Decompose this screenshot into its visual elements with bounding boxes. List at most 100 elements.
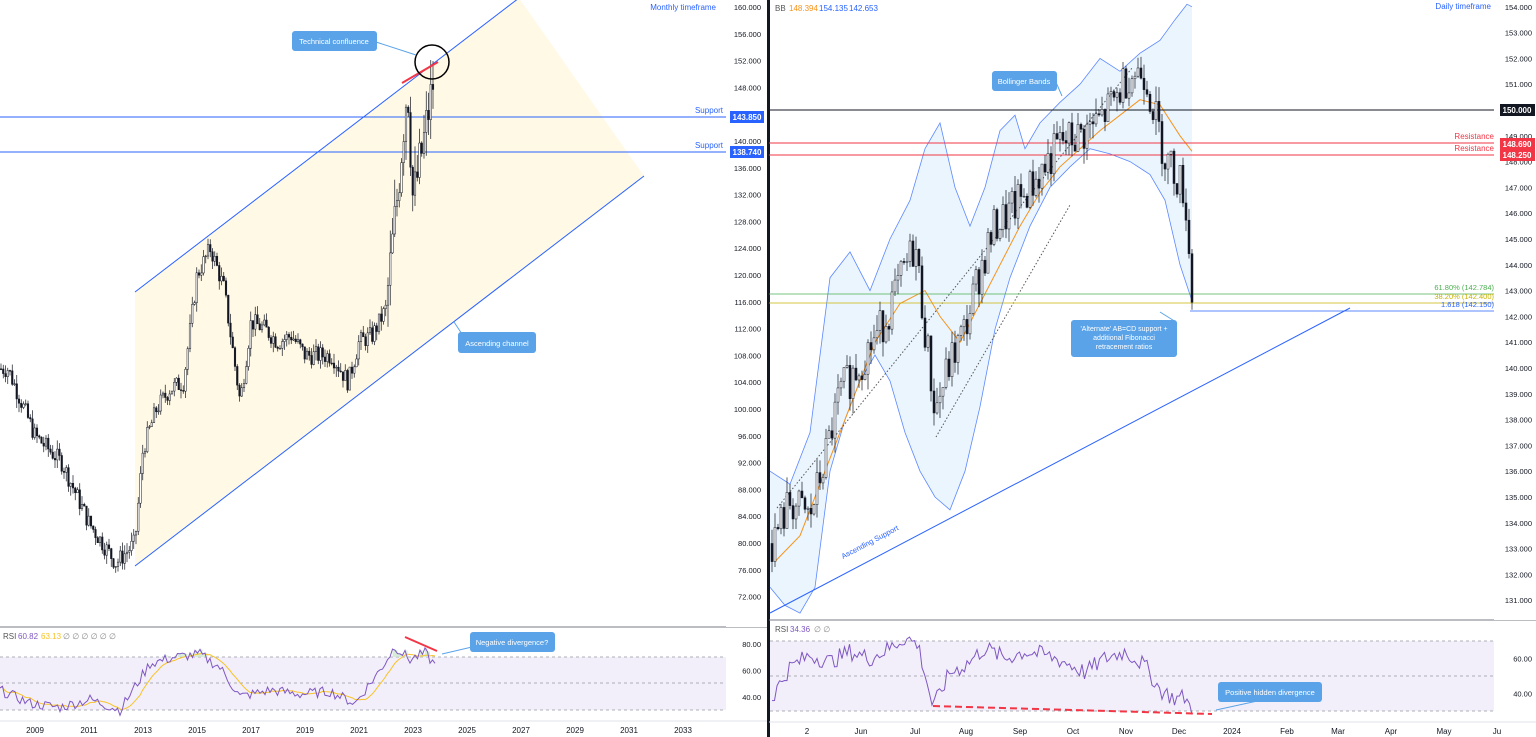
monthly-price-axis[interactable] <box>726 0 768 627</box>
channel-upper-line[interactable] <box>134 0 519 293</box>
daily-candle-body <box>854 367 858 381</box>
ascending-support-line[interactable] <box>769 307 1351 614</box>
daily-candle-body <box>953 342 957 363</box>
daily-candle-body <box>1025 195 1029 208</box>
daily-candle-body <box>881 310 885 343</box>
monthly-time-tick-4: 2017 <box>242 726 260 735</box>
daily-candle-body <box>1178 164 1182 195</box>
monthly-time-tick-1: 2011 <box>80 726 98 735</box>
monthly-time-axis[interactable]: 2009 2011 2013 2015 2017 2019 2021 2023 2025 2027… <box>26 726 692 735</box>
svg-text:60.82: 60.82 <box>18 632 39 641</box>
monthly-candle-body <box>202 256 205 274</box>
fib-618-label: 61.80% (142.784) <box>1434 283 1494 292</box>
daily-price-axis[interactable] <box>1494 0 1536 620</box>
monthly-candle-body <box>58 448 61 456</box>
daily-candle-body <box>1151 111 1155 120</box>
monthly-candle-body <box>112 558 115 568</box>
monthly-candle-body <box>166 397 169 401</box>
monthly-candle-body <box>20 402 23 408</box>
daily-candle-body <box>968 313 972 335</box>
monthly-candle-body <box>139 473 142 504</box>
daily-candle-body <box>1097 113 1101 116</box>
monthly-candle-body <box>94 529 97 538</box>
confluence-circle[interactable] <box>414 44 450 80</box>
monthly-candle-body <box>173 382 176 392</box>
daily-timeframe-label: Daily timeframe <box>1435 2 1491 11</box>
support-label-1: Support <box>695 106 724 115</box>
monthly-candle-body <box>53 458 57 461</box>
monthly-candle-body <box>47 437 50 450</box>
ascending-support-label: Ascending Support <box>840 523 901 561</box>
monthly-candle-body <box>276 346 279 349</box>
svg-text:142.653: 142.653 <box>849 4 878 13</box>
price-divergence-line <box>401 61 439 84</box>
daily-candle-body <box>1052 133 1056 175</box>
svg-text:148.250: 148.250 <box>1503 151 1532 160</box>
monthly-rsi-line <box>0 646 436 717</box>
monthly-candle-body <box>404 106 408 142</box>
daily-candle-body <box>848 365 852 399</box>
svg-text:34.36: 34.36 <box>790 625 811 634</box>
daily-candle-body <box>776 527 780 530</box>
daily-candle-body <box>1028 171 1032 208</box>
monthly-price-tick-16: 96.000 <box>738 432 761 441</box>
daily-candle-body <box>1070 122 1074 146</box>
monthly-candle-body <box>130 540 133 551</box>
callout-abcd-support[interactable]: 'Alternate' AB=CD support + additional F… <box>1071 311 1177 357</box>
monthly-candle-body <box>168 393 171 401</box>
daily-candle-body <box>1112 91 1116 98</box>
monthly-candle-body <box>17 398 21 404</box>
monthly-candle-body <box>330 362 333 365</box>
callout-technical-confluence[interactable]: Technical confluence <box>292 31 417 56</box>
monthly-candle-body <box>420 142 423 154</box>
daily-candle-body <box>884 326 888 343</box>
monthly-candle-body <box>231 336 234 349</box>
daily-time-tick-13: Ju <box>1493 727 1501 736</box>
monthly-candle-body <box>418 142 421 178</box>
monthly-candle-body <box>285 334 288 340</box>
monthly-candle-body <box>233 347 237 367</box>
monthly-price-tick-8: 128.000 <box>734 217 761 226</box>
callout-hidden-divergence[interactable]: Positive hidden divergence <box>1215 682 1322 711</box>
monthly-candle-body <box>391 233 394 254</box>
monthly-price-tick-10: 120.000 <box>734 271 761 280</box>
monthly-candle-body <box>339 370 342 373</box>
daily-candle-body <box>890 291 894 330</box>
callout-abcd-line-2: additional Fibonacci <box>1093 335 1155 342</box>
callout-ascending-channel[interactable]: Ascending channel <box>453 321 536 353</box>
daily-price-tick-9: 145.000 <box>1505 235 1532 244</box>
daily-price-tick-3: 151.000 <box>1505 80 1532 89</box>
monthly-candle-body <box>6 370 9 377</box>
svg-text:63.13: 63.13 <box>41 632 62 641</box>
monthly-time-tick-12: 2033 <box>674 726 692 735</box>
callout-bollinger-text: Bollinger Bands <box>998 77 1051 86</box>
daily-candle-body <box>1142 77 1146 90</box>
callout-negative-divergence[interactable]: Negative divergence? <box>441 632 555 655</box>
daily-time-axis[interactable]: 2 Jun Jul Aug Sep Oct Nov Dec 2024 Feb Mar Apr May Ju <box>805 727 1501 736</box>
monthly-candle-body <box>191 304 194 324</box>
monthly-candle-body <box>353 366 356 374</box>
daily-rsi-tick-1: 40.00 <box>1513 690 1532 699</box>
daily-candle-body <box>866 342 870 375</box>
monthly-price-tick-17: 92.000 <box>738 459 761 468</box>
monthly-candle-body <box>377 313 381 332</box>
monthly-rsi-band <box>0 657 726 710</box>
callout-bollinger-bands[interactable]: Bollinger Bands <box>992 71 1063 97</box>
monthly-candle-body <box>407 106 410 113</box>
monthly-candle-body <box>101 536 104 551</box>
daily-candle-body <box>1121 68 1125 103</box>
svg-text:154.135: 154.135 <box>819 4 848 13</box>
monthly-candles <box>0 60 435 573</box>
daily-candle-body <box>1055 133 1059 140</box>
channel-lower-line[interactable] <box>134 175 645 567</box>
daily-price-tick-2: 152.000 <box>1505 54 1532 63</box>
fib-1618-label: 1.618 (142.150) <box>1441 300 1494 309</box>
daily-candle-body <box>977 269 981 295</box>
monthly-candle-body <box>373 325 376 342</box>
daily-rsi-legend: RSI 34.36 ∅ ∅ <box>775 625 830 634</box>
monthly-price-tick-11: 116.000 <box>734 298 761 307</box>
monthly-candle-body <box>335 366 338 369</box>
daily-candle-body <box>830 430 834 439</box>
monthly-candle-body <box>258 323 261 331</box>
daily-candle-body <box>911 240 915 267</box>
